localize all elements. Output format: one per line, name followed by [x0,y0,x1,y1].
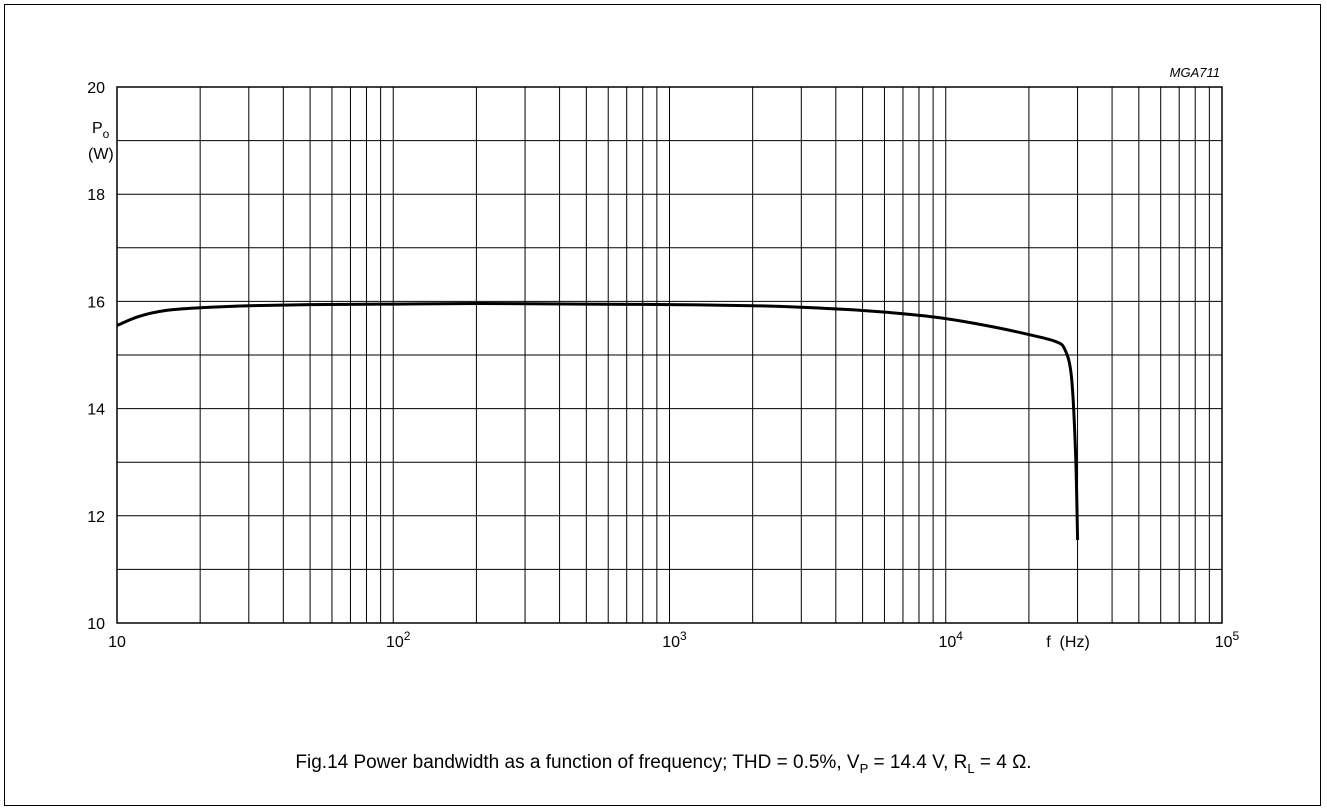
x-tick-label: 104 [939,629,964,651]
x-axis-label: f (Hz) [1046,634,1090,651]
caption-suffix: = 4 Ω. [974,752,1032,773]
y-axis-label: Po [92,120,110,141]
grid [117,87,1222,623]
series-line [116,302,1080,540]
caption-prefix: Fig.14 Power bandwidth as a function of … [295,752,860,773]
y-tick-label: 12 [87,509,105,526]
y-tick-labels: 10 12 14 16 18 20 [87,80,105,633]
y-tick-label: 20 [87,80,105,97]
figure-frame [4,4,1321,806]
figure-caption: Fig.14 Power bandwidth as a function of … [0,752,1327,776]
y-tick-label: 10 [87,616,105,633]
x-tick-label: 102 [386,629,411,651]
figure-code: MGA711 [1170,65,1220,80]
x-tick-label: 103 [662,629,687,651]
y-tick-label: 18 [87,187,105,204]
y-tick-label: 14 [87,402,105,419]
caption-rl-subscript: L [967,760,975,776]
x-tick-label: 105 [1215,629,1240,651]
caption-vp-subscript: P [859,760,869,776]
caption-middle: = 14.4 V, R [868,752,968,773]
x-tick-label: 10 [108,634,126,651]
y-axis-unit: (W) [88,146,114,163]
plot-area [116,86,1223,624]
x-tick-labels: 10 102 103 104 105 [108,629,1239,651]
y-tick-label: 16 [87,294,105,311]
y-axis-label-symbol: P [92,120,103,137]
y-axis-label-subscript: o [103,127,110,141]
